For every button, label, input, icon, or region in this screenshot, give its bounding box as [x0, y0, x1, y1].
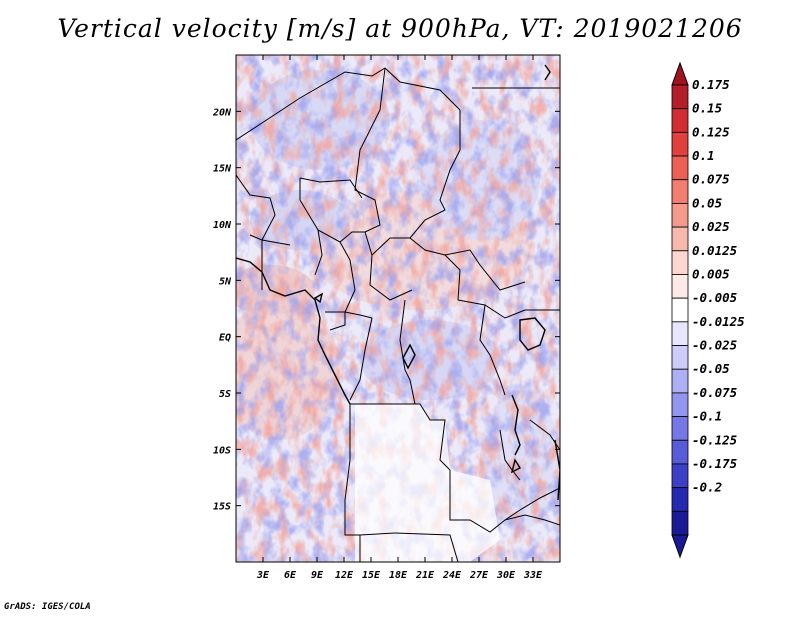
- lon-tick-label: 33E: [523, 570, 543, 581]
- lat-tick-label: 5N: [219, 276, 232, 287]
- colorbar-segment: [671, 203, 689, 228]
- colorbar-label: 0.075: [692, 172, 730, 187]
- colorbar-segment: [671, 368, 689, 394]
- colorbar-segment: [671, 84, 689, 110]
- map-panel: [236, 55, 560, 562]
- lon-tick-label: 18E: [389, 570, 408, 581]
- colorbar-segment: [671, 226, 689, 252]
- lat-tick-label: EQ: [219, 333, 231, 344]
- colorbar-segment: [671, 108, 689, 133]
- colorbar-label: -0.005: [692, 290, 738, 305]
- lon-tick-label: 9E: [311, 570, 324, 581]
- lat-tick-label: 20N: [212, 107, 232, 118]
- colorbar-segment: [671, 345, 689, 370]
- colorbar-segment: [671, 297, 689, 323]
- colorbar-segment: [671, 487, 689, 512]
- lon-tick-label: 30E: [496, 570, 516, 581]
- longitude-axis: 3E 6E 9E 12E 15E 18E 21E 24E 27E 30E 33E: [256, 55, 543, 581]
- grads-credit: GrADS: IGES/COLA: [4, 602, 91, 612]
- colorbar-segment: [671, 179, 689, 204]
- colorbar: 0.175 0.15 0.125 0.1 0.075 0.05 0.025 0.0125 0.0…: [671, 61, 745, 559]
- lon-tick-label: 6E: [284, 570, 297, 581]
- colorbar-label: 0.1: [692, 148, 715, 163]
- latitude-axis: 20N 15N 10N 5N EQ 5S 10S 15S: [212, 107, 560, 513]
- coastlines: [236, 64, 560, 501]
- colorbar-segment: [671, 510, 689, 536]
- lat-tick-label: 10S: [213, 445, 231, 456]
- lon-tick-label: 3E: [256, 570, 270, 581]
- colorbar-label: 0.025: [692, 219, 730, 234]
- lat-tick-label: 15N: [213, 164, 232, 175]
- map-title: Vertical velocity [m/s] at 900hPa, VT: 2…: [57, 14, 743, 43]
- lat-tick-label: 15S: [213, 502, 231, 513]
- colorbar-label: -0.1: [692, 409, 722, 424]
- lon-tick-label: 27E: [469, 570, 489, 581]
- colorbar-segment: [671, 439, 689, 465]
- colorbar-segment: [671, 131, 689, 157]
- colorbar-segment: [671, 274, 689, 299]
- colorbar-label: 0.0125: [692, 243, 738, 258]
- lat-tick-label: 10N: [213, 220, 232, 231]
- colorbar-label: 0.175: [692, 77, 730, 92]
- colorbar-top-arrow: [671, 61, 689, 86]
- country-borders: [236, 67, 560, 562]
- colorbar-label: -0.0125: [692, 314, 745, 329]
- colorbar-bottom-arrow: [671, 534, 689, 559]
- colorbar-segment: [671, 463, 689, 489]
- colorbar-segment: [671, 155, 689, 181]
- colorbar-label: -0.175: [692, 456, 738, 471]
- colorbar-segment: [671, 416, 689, 441]
- colorbar-label: -0.2: [692, 480, 722, 495]
- colorbar-segment: [671, 250, 689, 275]
- colorbar-label: -0.025: [692, 338, 738, 353]
- lat-tick-label: 5S: [219, 389, 231, 400]
- colorbar-segment: [671, 321, 689, 346]
- colorbar-label: 0.15: [692, 101, 723, 116]
- lon-tick-label: 12E: [335, 570, 354, 581]
- colorbar-label: -0.075: [692, 385, 738, 400]
- colorbar-label: 0.005: [692, 266, 730, 281]
- colorbar-label: 0.125: [692, 124, 730, 139]
- lon-tick-label: 15E: [362, 570, 381, 581]
- colorbar-label: -0.05: [692, 361, 730, 376]
- colorbar-label: -0.125: [692, 432, 738, 447]
- lon-tick-label: 21E: [415, 570, 435, 581]
- colorbar-segment: [671, 392, 689, 417]
- colorbar-label: 0.05: [692, 195, 723, 210]
- lon-tick-label: 24E: [442, 570, 462, 581]
